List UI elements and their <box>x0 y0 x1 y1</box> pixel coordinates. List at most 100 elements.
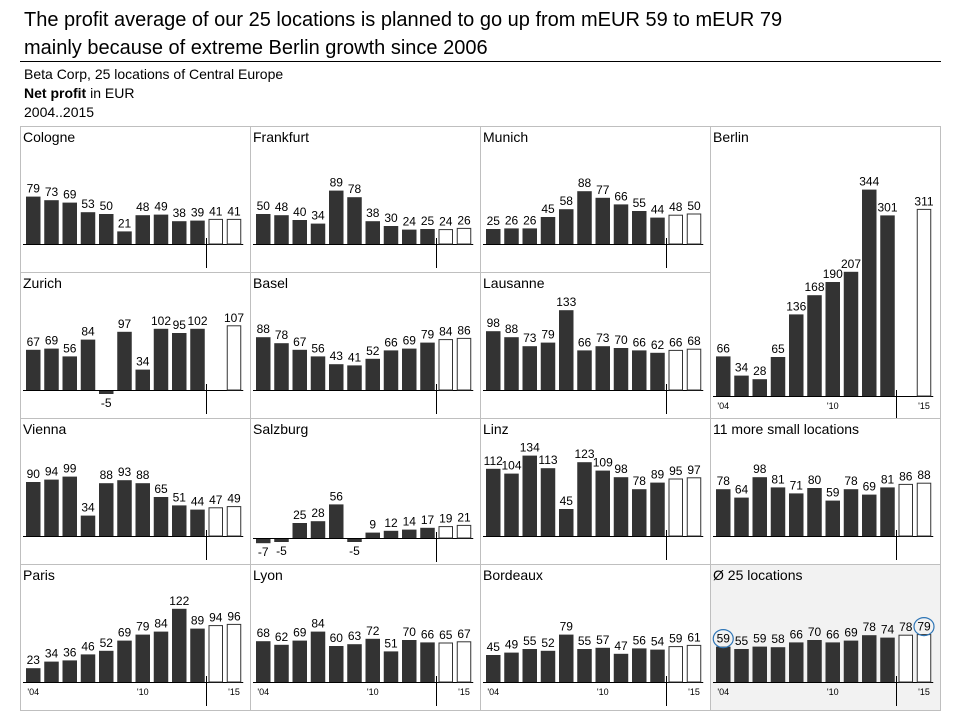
value-label: 66 <box>790 627 804 641</box>
actual-bar <box>504 228 519 244</box>
actual-bar <box>153 214 169 244</box>
actual-bar <box>402 529 417 538</box>
value-label: 56 <box>633 633 647 647</box>
actual-bar <box>402 348 417 390</box>
actual-bar <box>292 220 307 244</box>
value-label: 52 <box>100 636 114 650</box>
value-label: 93 <box>118 465 132 479</box>
actual-bar <box>135 215 150 244</box>
actual-bar <box>365 221 380 244</box>
plan-bar <box>226 218 242 245</box>
actual-bar <box>789 642 804 682</box>
value-label: 25 <box>293 508 307 522</box>
value-label: 78 <box>844 474 858 488</box>
actual-bar <box>26 349 41 390</box>
value-label: 71 <box>790 478 804 492</box>
actual-bar <box>522 346 537 390</box>
actual-bar <box>559 509 574 536</box>
highlight-circle <box>913 616 935 637</box>
value-label: 84 <box>311 617 325 631</box>
measure-line: Net profit in EUR <box>24 84 283 103</box>
plan-bar <box>438 339 453 391</box>
value-label: 102 <box>187 314 207 328</box>
actual-bar <box>274 644 289 682</box>
actual-bar <box>650 217 665 244</box>
plan-bar <box>226 325 242 391</box>
value-label: 112 <box>484 454 503 468</box>
plan-bar <box>456 337 472 391</box>
actual-bar <box>329 190 344 244</box>
value-label: 58 <box>771 632 785 646</box>
actual-bar <box>135 483 150 536</box>
value-label: 84 <box>439 325 453 339</box>
actual-bar <box>540 342 556 390</box>
value-label: 66 <box>578 335 592 349</box>
value-label: 49 <box>227 492 241 506</box>
actual-bar <box>862 494 877 536</box>
actual-bar <box>365 358 380 390</box>
actual-bar <box>595 346 610 390</box>
value-label: 58 <box>560 194 574 208</box>
actual-bar <box>117 331 132 390</box>
value-label: 81 <box>881 472 895 486</box>
value-label: 34 <box>45 647 59 661</box>
panel-title: Ø 25 locations <box>713 567 803 583</box>
plan-bar <box>898 634 913 683</box>
actual-bar <box>559 209 574 244</box>
value-label: 65 <box>439 628 453 642</box>
value-label: 73 <box>523 331 537 345</box>
actual-bar <box>522 228 537 244</box>
actual-bar <box>365 638 380 682</box>
actual-bar <box>383 651 399 682</box>
actual-bar <box>117 231 132 244</box>
panel-salzburg: Salzburg -7 -5 25 28 56 -5 9 12 14 17 19 21 <box>250 418 481 565</box>
actual-bar <box>540 217 556 244</box>
value-label: 88 <box>505 322 519 336</box>
value-label: -7 <box>258 545 269 559</box>
value-label: 60 <box>330 631 344 645</box>
actual-bar <box>347 197 362 244</box>
plan-bar <box>916 634 932 683</box>
value-label: 51 <box>173 490 187 504</box>
value-label: 34 <box>136 355 150 369</box>
value-label: 67 <box>27 335 41 349</box>
value-label: 65 <box>771 342 785 356</box>
actual-bar <box>632 350 647 390</box>
plan-bar <box>686 644 702 683</box>
actual-bar <box>559 634 574 682</box>
value-label: 17 <box>421 513 435 527</box>
panel-title: Berlin <box>713 129 749 145</box>
actual-bar <box>420 342 435 390</box>
actual-bar <box>522 649 537 682</box>
value-label: 25 <box>487 214 501 228</box>
actual-bar <box>752 646 767 682</box>
value-label: 34 <box>735 361 749 375</box>
x-tick-label: '15 <box>918 687 930 697</box>
actual-bar <box>522 455 537 536</box>
value-label: 23 <box>27 653 41 667</box>
plan-bar <box>208 625 223 683</box>
actual-bar <box>880 637 895 682</box>
value-label: 344 <box>859 175 879 189</box>
actual-bar <box>807 640 822 682</box>
value-label: 69 <box>118 626 132 640</box>
actual-bar <box>99 214 114 244</box>
value-label: 53 <box>81 197 95 211</box>
measure-bold: Net profit <box>24 85 87 101</box>
panel-title: Lausanne <box>483 275 545 291</box>
actual-bar <box>716 489 731 536</box>
actual-bar <box>329 504 344 538</box>
value-label: 72 <box>366 624 380 638</box>
actual-bar <box>613 204 629 244</box>
value-label: 207 <box>841 257 861 271</box>
value-label: 78 <box>633 474 647 488</box>
value-label: 79 <box>541 328 555 342</box>
actual-bar <box>825 500 840 536</box>
value-label: 88 <box>136 468 150 482</box>
value-label: 66 <box>384 335 398 349</box>
panel-title: 11 more small locations <box>713 421 859 437</box>
value-label: 45 <box>560 494 574 508</box>
value-label: 50 <box>257 199 271 213</box>
headline: The profit average of our 25 locations i… <box>24 6 944 62</box>
value-label: 44 <box>191 495 205 509</box>
